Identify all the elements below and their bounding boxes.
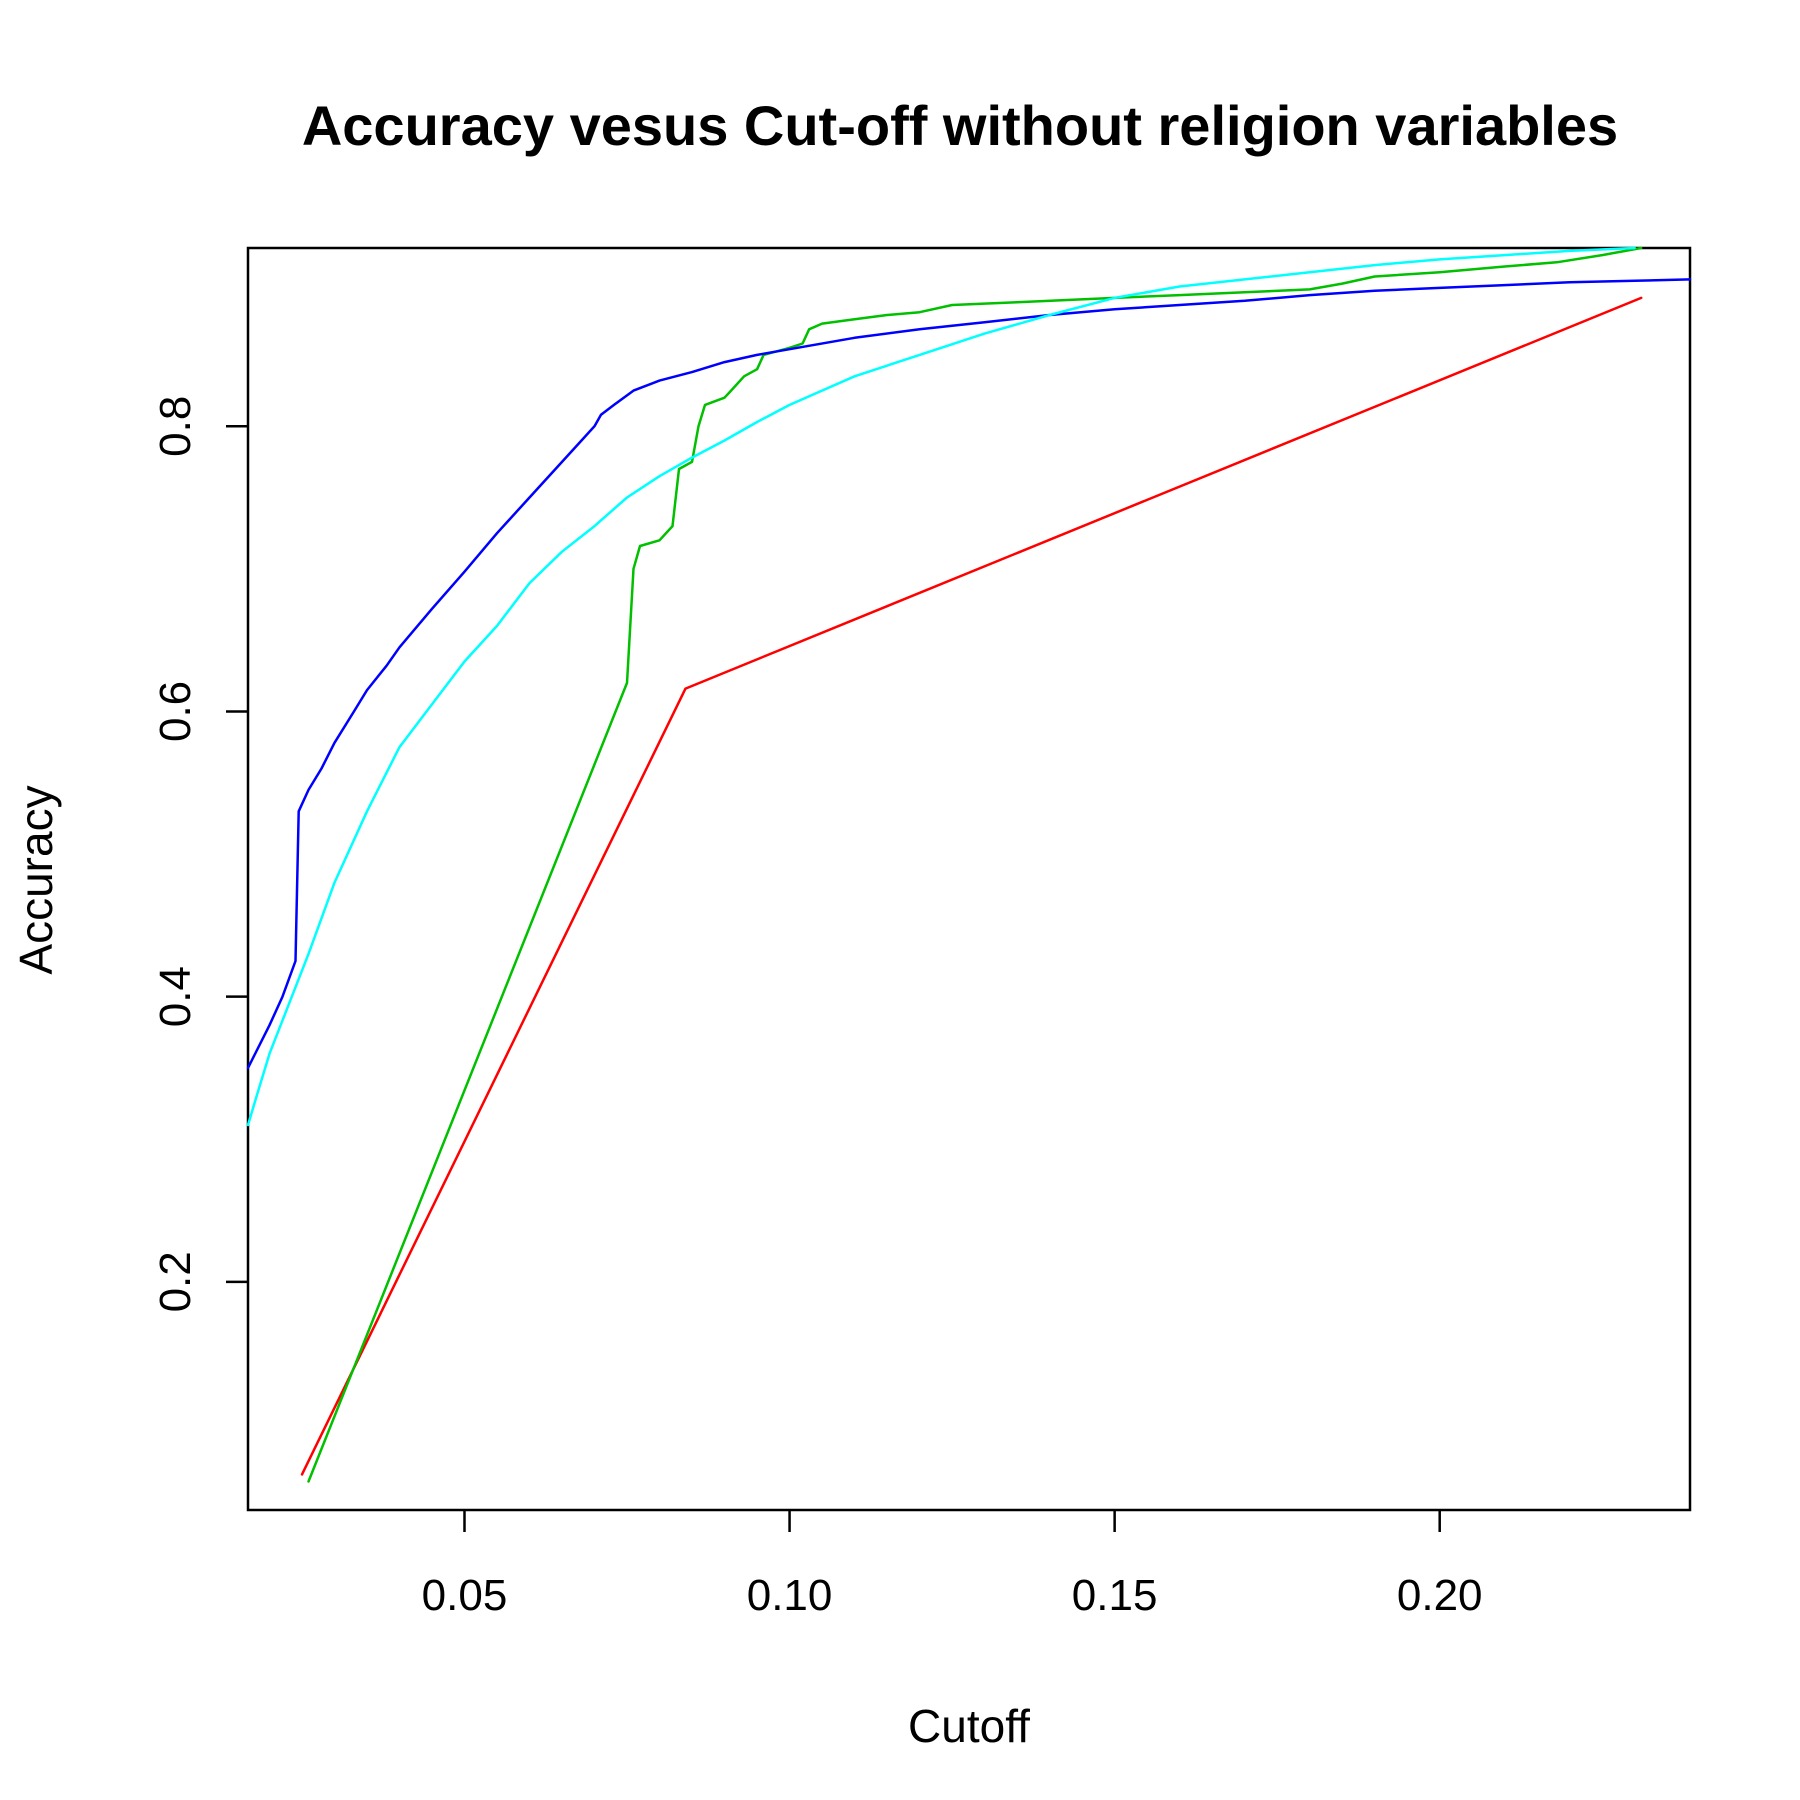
x-tick-label-0: 0.05 xyxy=(422,1571,508,1620)
x-axis: 0.05 0.10 0.15 0.20 xyxy=(422,1510,1483,1620)
y-tick-label-1: 0.4 xyxy=(151,966,200,1027)
x-tick-label-3: 0.20 xyxy=(1397,1571,1483,1620)
series-line-1 xyxy=(307,246,1643,1483)
series-line-3 xyxy=(246,246,1636,1127)
y-tick-label-2: 0.6 xyxy=(151,681,200,742)
plot-frame xyxy=(246,246,1692,1512)
series-line-2 xyxy=(246,278,1692,1070)
y-axis: 0.2 0.4 0.6 0.8 xyxy=(151,396,248,1312)
chart-title: Accuracy vesus Cut-off without religion … xyxy=(302,94,1618,157)
y-tick-label-3: 0.8 xyxy=(151,396,200,457)
y-axis-label: Accuracy xyxy=(10,785,62,974)
series-line-0 xyxy=(300,296,1643,1476)
y-tick-label-0: 0.2 xyxy=(151,1251,200,1312)
x-axis-label: Cutoff xyxy=(908,1700,1030,1752)
x-tick-label-1: 0.10 xyxy=(747,1571,833,1620)
x-tick-label-2: 0.15 xyxy=(1072,1571,1158,1620)
series-layer xyxy=(246,246,1692,1483)
